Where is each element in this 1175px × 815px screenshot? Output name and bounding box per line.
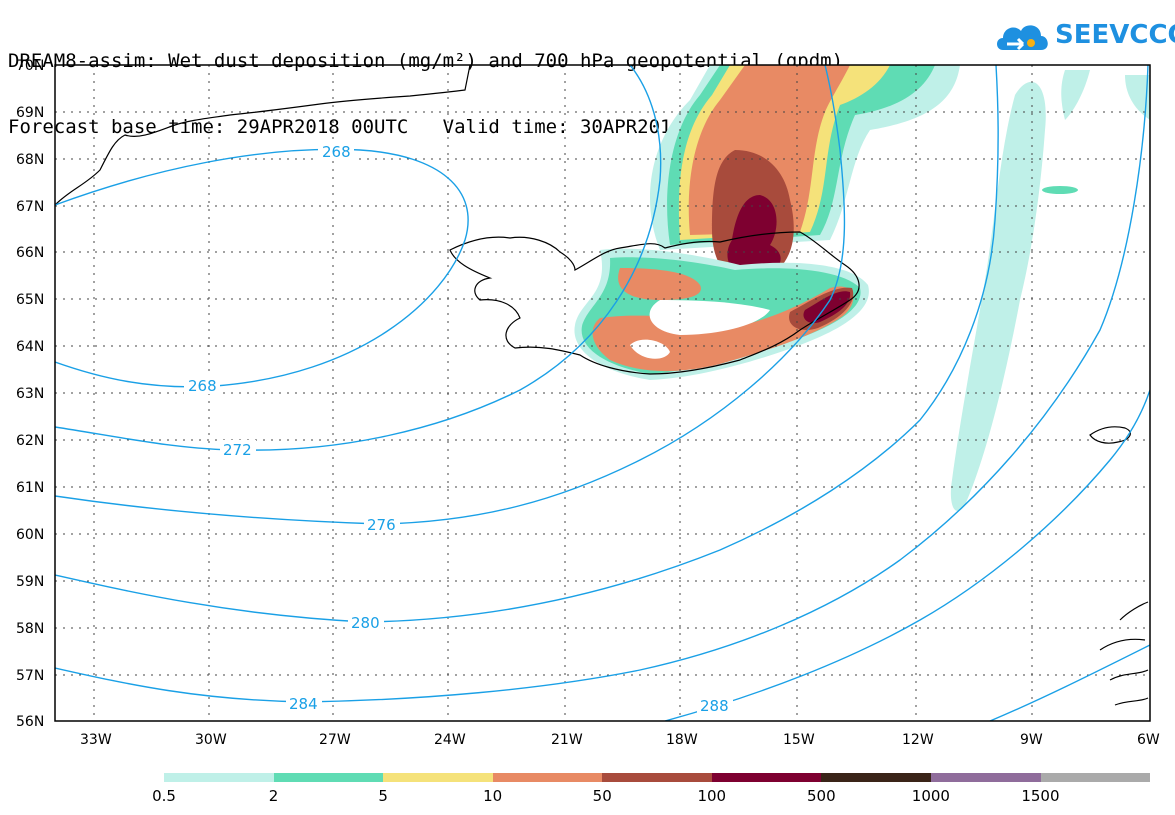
lon-label: 30W [195, 732, 227, 748]
scotland-coast [1099, 601, 1149, 706]
longitude-labels: 33W 30W 27W 24W 21W 18W 15W 12W 9W 6W [80, 732, 1160, 748]
lon-label: 9W [1020, 732, 1043, 748]
dust-iceland-south [574, 248, 869, 380]
contour-288-east [989, 644, 1150, 721]
legend-swatch [492, 773, 603, 782]
legend-label: 1000 [911, 787, 950, 805]
lat-label: 65N [16, 292, 44, 308]
lon-label: 21W [551, 732, 583, 748]
legend-swatch [383, 773, 493, 782]
contour-label-284: 284 [289, 695, 318, 713]
greenland-coast [55, 65, 471, 206]
contour-272 [55, 65, 662, 451]
dust-plume-east [950, 70, 1150, 511]
lon-label: 18W [666, 732, 698, 748]
contour-label-288: 288 [700, 697, 729, 715]
contour-label-280: 280 [351, 614, 380, 632]
logo-text: SEEVCCC [1055, 20, 1175, 50]
lon-label: 24W [434, 732, 466, 748]
lat-label: 68N [16, 152, 44, 168]
contour-288 [664, 389, 1150, 721]
graticule [55, 65, 1150, 721]
lon-label: 27W [319, 732, 351, 748]
contour-label-276: 276 [367, 516, 396, 534]
legend-swatch [821, 773, 931, 782]
legend-label: 2 [268, 787, 279, 805]
map-frame [54, 64, 1151, 722]
lon-label: 15W [783, 732, 815, 748]
legend-label: 5 [378, 787, 388, 805]
contour-280 [55, 65, 999, 623]
contour-label-272: 272 [223, 441, 252, 459]
lat-label: 60N [16, 527, 44, 543]
legend-label: 1500 [1021, 787, 1060, 805]
lat-label: 69N [16, 105, 44, 121]
dust-plume-north [650, 65, 960, 282]
lat-label: 63N [16, 386, 44, 402]
legend-swatch [164, 773, 274, 782]
legend-label: 100 [697, 787, 727, 805]
lat-label: 66N [16, 245, 44, 261]
legend-labels: 0.5 2 5 10 50 100 500 1000 1500 [0, 787, 1175, 807]
lat-label: 61N [16, 480, 44, 496]
legend-label: 10 [483, 787, 503, 805]
legend-swatch [273, 773, 384, 782]
lat-label: 57N [16, 668, 44, 684]
legend-swatch [711, 773, 822, 782]
dust-band-100 [727, 195, 781, 278]
color-legend [164, 773, 1151, 782]
lon-label: 12W [902, 732, 934, 748]
lat-label: 67N [16, 199, 44, 215]
contour-label-268-north: 268 [322, 143, 351, 161]
lat-label: 70N [16, 58, 44, 74]
chart-title: DREAM8-assim: Wet dust deposition (mg/m²… [8, 6, 843, 160]
lat-label: 64N [16, 339, 44, 355]
contour-label-268-south: 268 [188, 377, 217, 395]
legend-swatch [602, 773, 712, 782]
contour-268 [55, 148, 469, 388]
cloud-icon [997, 25, 1048, 51]
lat-label: 58N [16, 621, 44, 637]
coastlines [55, 65, 1149, 706]
iceland-coast [449, 231, 860, 375]
legend-swatch [930, 773, 1041, 782]
legend-label: 50 [592, 787, 612, 805]
legend-label: 0.5 [152, 787, 176, 805]
contour-276 [55, 65, 846, 525]
lat-label: 56N [16, 714, 44, 730]
lon-label: 33W [80, 732, 112, 748]
lon-label: 6W [1137, 732, 1160, 748]
lat-label: 59N [16, 574, 44, 590]
lat-label: 62N [16, 433, 44, 449]
legend-label: 500 [807, 787, 836, 805]
faroe-islands [1089, 426, 1131, 444]
legend-swatch [1040, 773, 1151, 782]
seevccc-logo: SEEVCCC [993, 16, 1175, 56]
latitude-labels: 70N 69N 68N 67N 66N 65N 64N 63N 62N 61N … [16, 58, 44, 730]
map-area: 268 268 272 276 280 284 288 [55, 65, 1150, 721]
contour-labels: 268 268 272 276 280 284 288 [184, 142, 733, 715]
